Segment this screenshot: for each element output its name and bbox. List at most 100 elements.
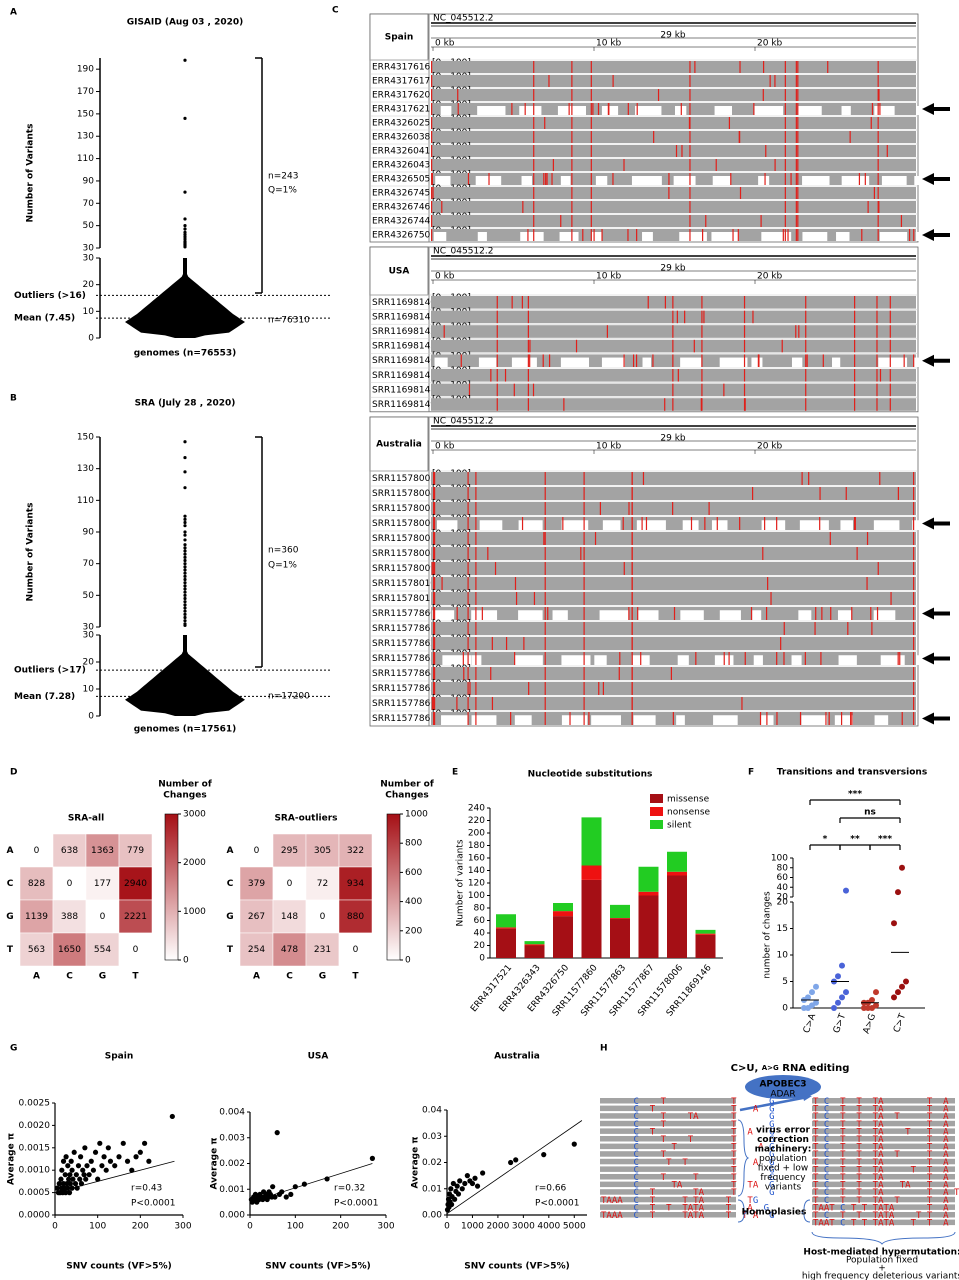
coverage [431,145,916,157]
coverage-gap [832,357,841,367]
point [133,1154,139,1160]
point [66,1190,73,1196]
variant [716,517,718,530]
variant [544,667,546,680]
point [809,989,815,996]
y-tick-label: 0.002 [219,1159,245,1169]
variant [548,75,550,87]
coverage-gap [719,610,741,620]
variant [877,215,879,227]
heatmap-cell [118,833,153,868]
cell-label: 779 [127,846,144,856]
y-tick-label: 30 [83,623,95,633]
coverage-gap [797,106,822,115]
variant [647,296,649,309]
point [103,1167,109,1173]
coverage-gap [636,520,666,530]
variant [475,667,477,680]
variant [433,682,436,695]
variant [757,354,759,367]
point [78,1154,84,1160]
variant [490,369,492,382]
y-tick-label: 20 [83,280,95,290]
sequence-row: C TA T TA G [601,1180,785,1190]
variant [571,61,573,73]
y-tick-label: 70 [83,559,95,569]
variant [544,577,546,590]
coverage [431,622,916,635]
variant [664,296,667,309]
variant [431,697,433,710]
variant [571,173,573,185]
y-tick-label: 110 [77,154,94,164]
variant [433,607,436,620]
variant [431,229,433,241]
variant [805,369,807,382]
outlier-point [183,530,187,534]
coverage [431,103,916,115]
cell-label: 0 [67,879,73,889]
variant [431,89,433,101]
point [448,1186,454,1192]
coverage-gap [479,520,503,530]
variant [830,607,832,620]
variant [681,145,683,157]
variant [877,75,879,87]
cell-label: 1139 [25,912,48,922]
variant [590,61,592,73]
variant [913,472,915,485]
heatmap-title: SRA-all [68,814,104,824]
variant [475,682,477,695]
point [66,1176,72,1182]
variant [743,325,746,338]
coverage-gap [514,715,532,725]
variant [715,159,717,171]
variant [797,187,799,199]
variant [631,532,633,545]
variant [784,215,786,227]
coverage-gap [633,715,656,725]
variant [762,61,765,73]
coverage-gap [561,655,591,665]
x-tick-label: 200 [332,1222,349,1232]
variant [764,173,766,185]
middle-text: correction [757,1135,809,1145]
variant [433,712,435,725]
variant [504,369,507,382]
variant [723,383,725,397]
variant [753,103,755,115]
y-tick-label: 0.003 [219,1133,245,1143]
variant [431,103,433,115]
variant [590,89,592,101]
outlier-point [183,486,187,490]
outlier-point [183,581,187,585]
variant [475,697,477,710]
variant [533,215,535,227]
variant [467,517,469,530]
colorbar-tick-label: 400 [405,897,422,907]
coverage-gap [713,715,738,725]
variant [780,637,782,650]
sequence-row: T C T T TA T A G [813,1173,959,1183]
variant [467,682,469,695]
annotation: r=0.66 [535,1184,567,1194]
variant [776,712,778,725]
x-tick-label: 300 [174,1222,191,1232]
variant [913,697,915,710]
annotation: P<0.0001 [535,1199,579,1209]
variant [475,547,477,560]
colorbar-tick-label: 800 [405,839,422,849]
sequence-row: C T T T G [601,1173,785,1183]
variant [795,145,797,157]
variant [876,325,878,338]
coverage-gap [753,655,763,665]
variant [544,487,546,500]
row-label: G [6,912,13,922]
variant [769,75,771,87]
variant [583,532,585,545]
outlier-point [183,619,187,623]
x-tick-label: 1000 [461,1222,484,1232]
point [835,973,841,980]
variant [870,607,872,620]
sequence-bar [600,1105,736,1112]
